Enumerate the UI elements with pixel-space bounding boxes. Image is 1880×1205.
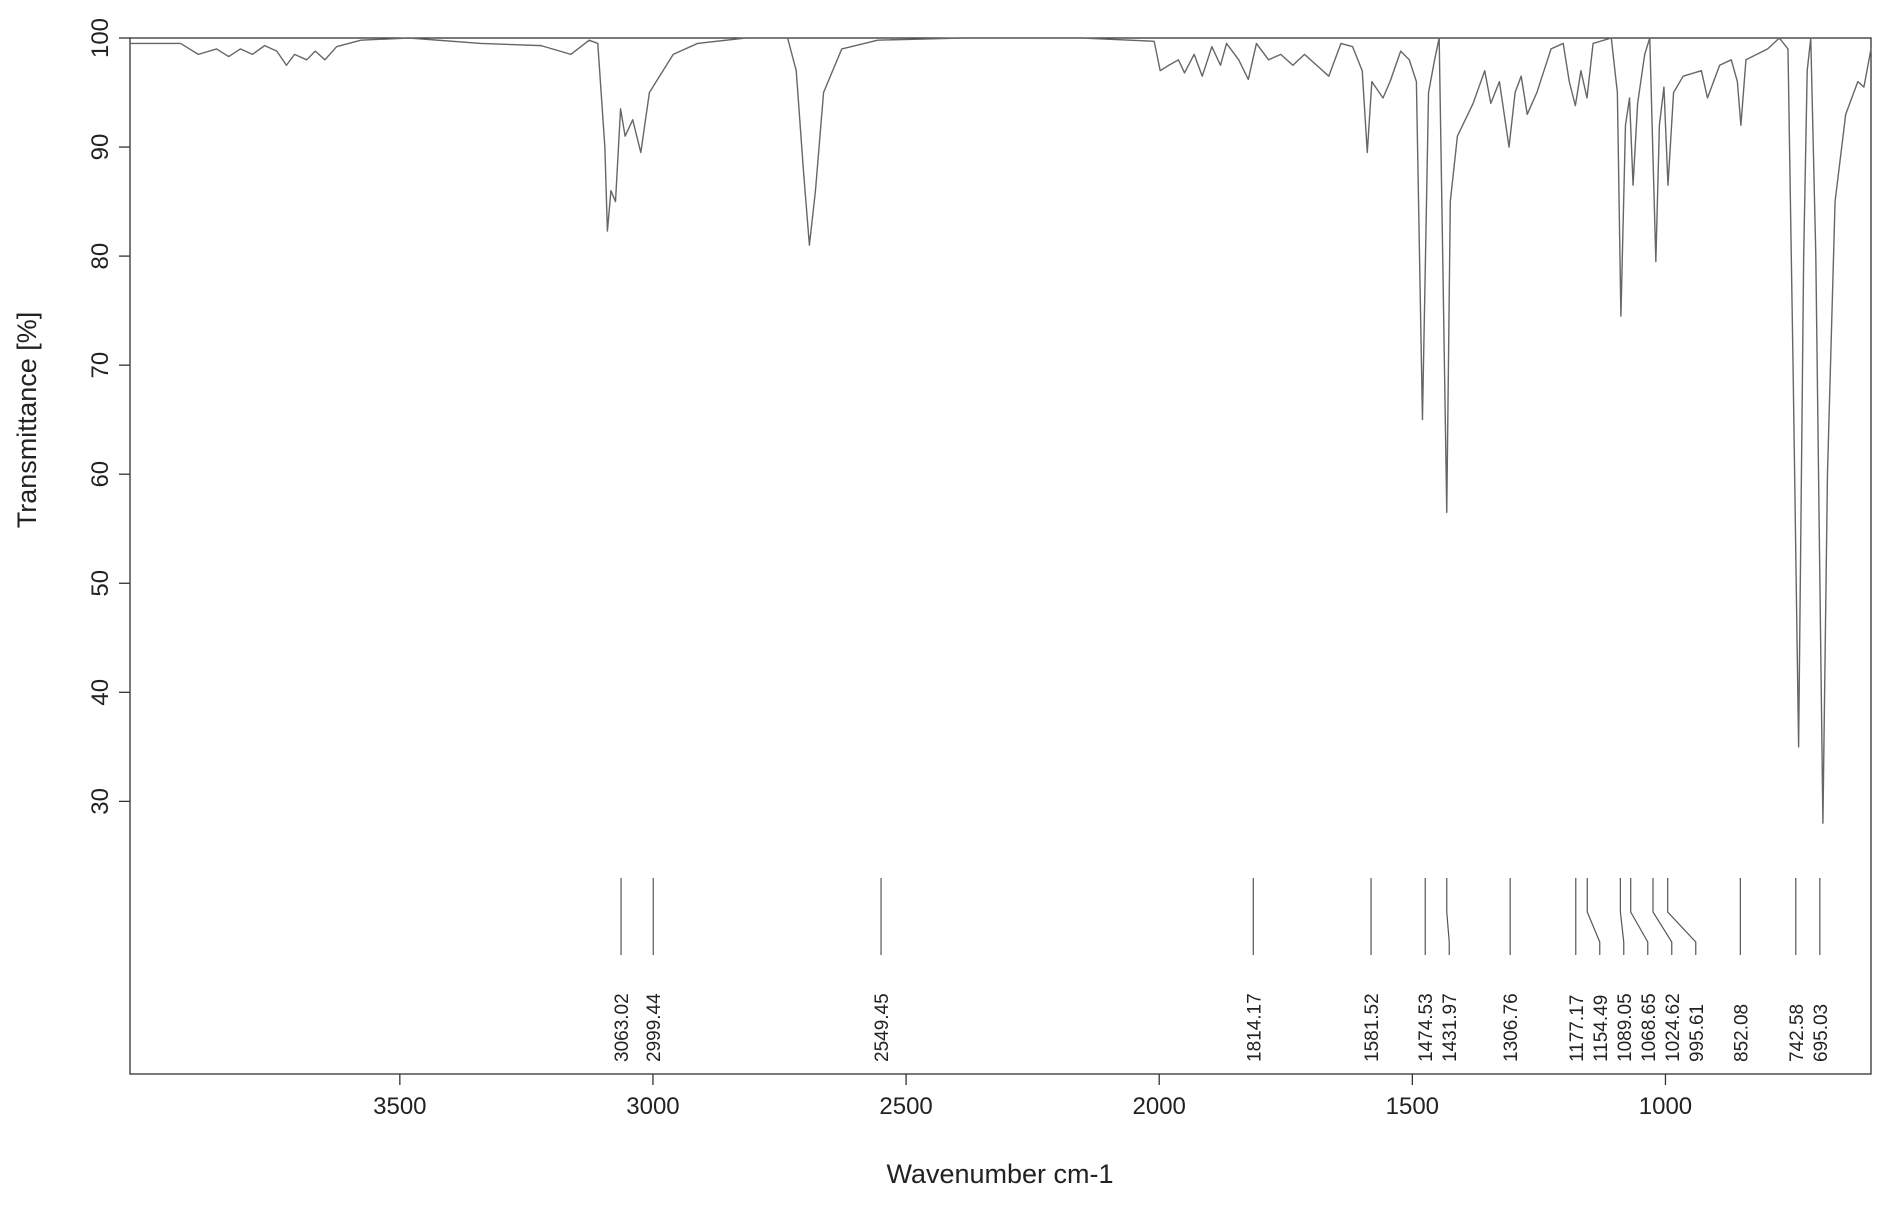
peak-label: 1089.05 [1615,993,1636,1062]
peak-label: 3063.02 [612,993,633,1062]
y-axis-title: Transmittance [%] [12,312,42,529]
peak-marker [1619,878,1625,955]
peak-label: 852.08 [1731,1004,1752,1062]
x-tick-label: 2000 [1133,1093,1186,1120]
x-tick-label: 3000 [626,1093,679,1120]
peak-label: 1024.62 [1663,993,1684,1062]
x-tick-label: 1500 [1386,1093,1439,1120]
peak-marker [1652,878,1673,955]
y-tick-label: 80 [87,243,114,270]
spectrum-line [130,37,1872,824]
y-tick-label: 100 [87,18,114,58]
peak-label: 1068.65 [1639,993,1660,1062]
peak-marker [1630,878,1649,955]
peak-marker [1586,878,1601,955]
peak-label: 742.58 [1787,1004,1808,1062]
peak-label: 1177.17 [1567,995,1588,1062]
y-tick-label: 90 [87,134,114,161]
x-tick-label: 3500 [373,1093,426,1120]
peak-label: 1154.49 [1591,995,1612,1062]
y-tick-label: 60 [87,461,114,488]
peak-label: 995.61 [1687,1004,1708,1062]
x-axis-title: Wavenumber cm-1 [886,1159,1113,1189]
peak-label: 2999.44 [644,993,665,1062]
x-tick-label: 2500 [879,1093,932,1120]
peak-marker [1446,878,1450,955]
peak-label: 1581.52 [1362,993,1383,1062]
y-tick-label: 40 [87,679,114,706]
peak-marker [1667,878,1697,955]
peak-label: 1431.97 [1440,993,1461,1062]
y-tick-label: 70 [87,352,114,379]
y-tick-label: 30 [87,788,114,815]
peak-label: 1474.53 [1416,993,1437,1062]
peak-label: 695.03 [1811,1004,1832,1062]
x-tick-label: 1000 [1639,1093,1692,1120]
peak-label: 1306.76 [1501,993,1522,1062]
y-tick-label: 50 [87,570,114,597]
peak-label: 1814.17 [1244,993,1265,1062]
plot-frame [129,37,1872,1075]
peak-label: 2549.45 [872,993,893,1062]
